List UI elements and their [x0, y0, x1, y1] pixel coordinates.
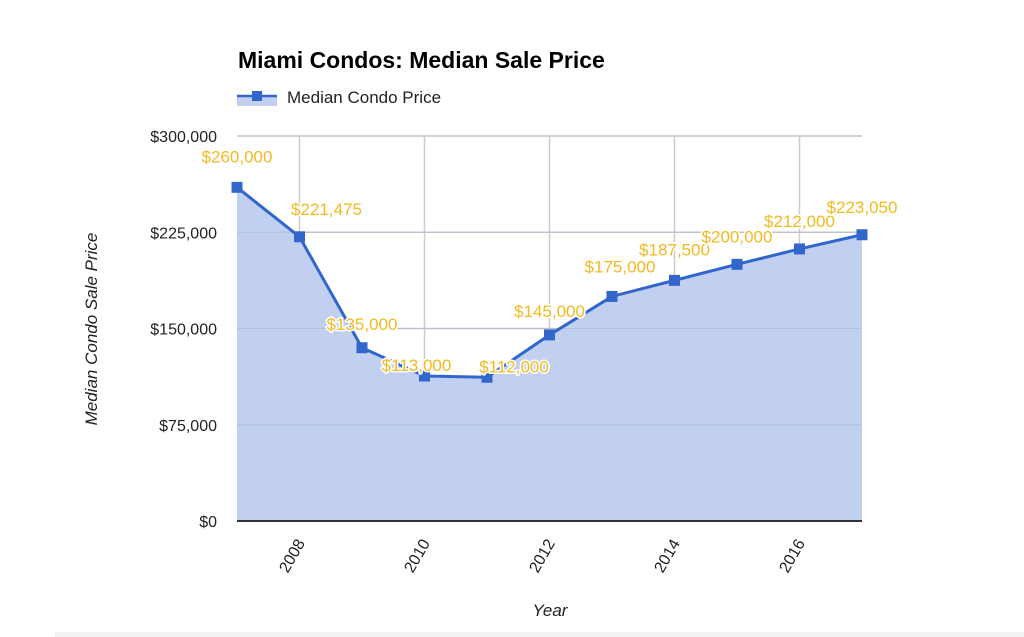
x-axis-title: Year [533, 601, 569, 620]
chart-title: Miami Condos: Median Sale Price [238, 47, 605, 73]
data-label: $200,000 [702, 227, 773, 246]
data-point[interactable] [294, 231, 305, 243]
axes: $0 $75,000 $150,000 $225,000 $300,000 2008 201… [150, 129, 862, 576]
data-label: $212,000 [764, 212, 835, 231]
data-label: $187,500 [639, 240, 710, 259]
data-label: $175,000 [585, 257, 656, 276]
data-point[interactable] [419, 370, 430, 382]
y-axis-title: Median Condo Sale Price [82, 233, 101, 426]
x-tick-label: 2016 [776, 536, 809, 575]
data-point[interactable] [481, 371, 493, 383]
data-point[interactable] [231, 181, 243, 193]
bottom-strip [55, 632, 1024, 637]
x-tick-label: 2010 [401, 536, 434, 575]
data-labels: $260,000 $221,475 $135,000 $113,000 $112,000… [200, 146, 899, 378]
x-tick-label: 2008 [276, 536, 309, 575]
line-layer [231, 181, 868, 383]
data-label: $135,000 [327, 315, 398, 334]
legend-label: Median Condo Price [287, 88, 441, 107]
data-label: $113,000 [382, 356, 452, 375]
data-point[interactable] [606, 290, 618, 302]
data-point[interactable] [794, 243, 805, 255]
y-tick-label: $75,000 [159, 418, 217, 435]
series-area [237, 187, 862, 522]
y-tick-label: $300,000 [150, 129, 217, 146]
y-tick-label: $150,000 [150, 322, 217, 339]
data-label: $223,050 [827, 198, 898, 217]
data-point[interactable] [356, 342, 368, 354]
data-label: $112,000 [479, 357, 549, 376]
legend[interactable]: Median Condo Price [237, 88, 441, 107]
legend-marker [252, 91, 262, 101]
y-tick-label: $225,000 [150, 225, 217, 242]
y-tick-label: $0 [199, 514, 217, 531]
data-label: $221,475 [291, 200, 362, 219]
x-tick-label: 2014 [651, 536, 684, 575]
data-label: $260,000 [202, 147, 273, 166]
x-tick-label: 2012 [526, 536, 559, 575]
data-point[interactable] [856, 229, 868, 241]
data-point[interactable] [544, 329, 555, 341]
area-layer [237, 135, 862, 522]
data-point[interactable] [669, 274, 680, 286]
data-label: $145,000 [514, 302, 585, 321]
data-point[interactable] [731, 258, 743, 270]
